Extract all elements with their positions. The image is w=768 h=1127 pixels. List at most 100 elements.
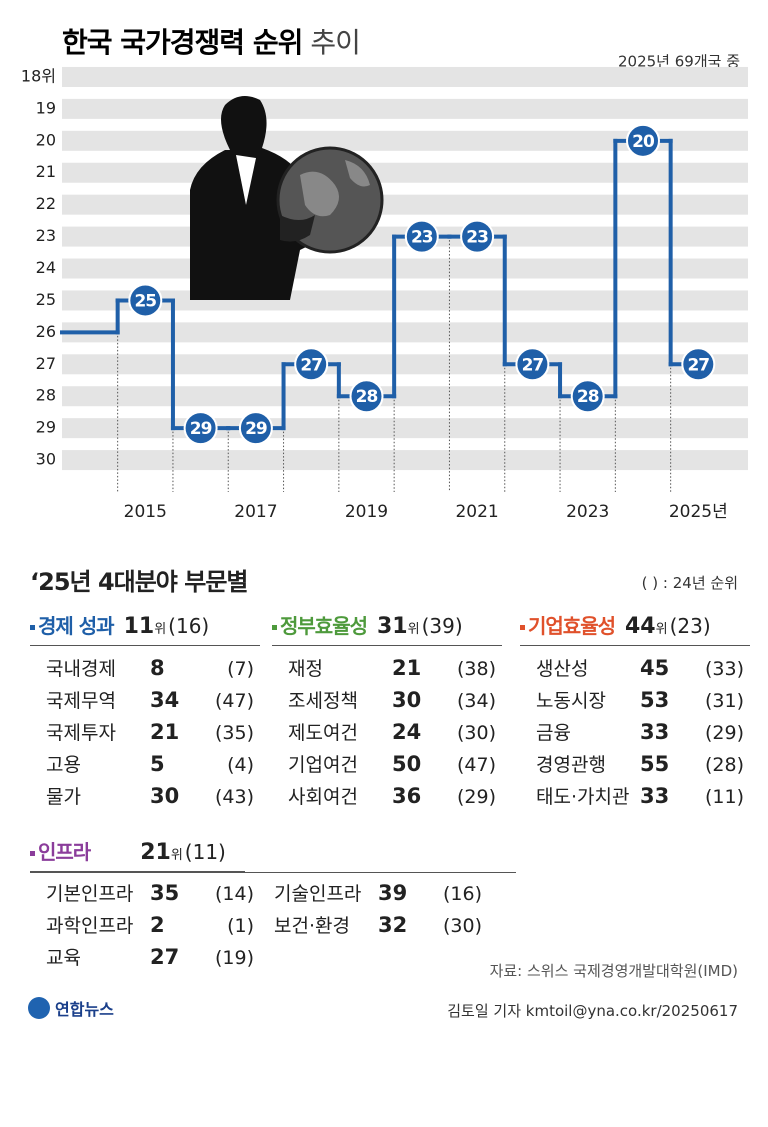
item-name: 태도·가치관 xyxy=(536,786,630,808)
item-rank: 39 xyxy=(378,881,408,905)
grid-band xyxy=(62,354,748,375)
item-list: 재정 21 (38) 조세정책 30 (34) 제도여건 24 (30) 기업여건 50 (47) 사회… xyxy=(272,652,502,812)
group: 경제 성과 11 위 (16) 국내경제 8 (7) 국제무역 34 (47) 국제투자 21 (35)… xyxy=(30,610,260,812)
item-prev: (1) xyxy=(227,915,254,937)
group-rank: 21 xyxy=(140,840,171,865)
item-rank: 21 xyxy=(150,720,180,744)
item-name: 사회여건 xyxy=(288,786,358,808)
item: 기업여건 50 (47) xyxy=(288,748,502,780)
title-main: 한국 국가경쟁력 순위 xyxy=(62,26,302,59)
source: 자료: 스위스 국제경영개발대학원(IMD) xyxy=(489,962,738,980)
item-rank: 55 xyxy=(640,752,670,776)
illustration xyxy=(190,96,384,300)
item-name: 국제무역 xyxy=(46,690,116,712)
item-list: 생산성 45 (33) 노동시장 53 (31) 금융 33 (29) 경영관행 55 (28) 태도·… xyxy=(520,652,750,812)
title-suffix: 추이 xyxy=(310,26,360,59)
point xyxy=(515,347,550,382)
item-prev: (7) xyxy=(227,658,254,680)
item-name: 기본인프라 xyxy=(46,883,134,905)
grid-band xyxy=(62,322,748,343)
item-prev: (14) xyxy=(214,883,254,905)
item-prev: (11) xyxy=(704,786,744,808)
item-name: 보건·환경 xyxy=(274,915,350,937)
y-tick-label: 30 xyxy=(36,450,56,469)
logo-text: 연합뉴스 xyxy=(55,1000,114,1019)
item-name: 금융 xyxy=(536,722,571,744)
grid-band xyxy=(62,66,748,87)
group-rank: 11 xyxy=(123,614,155,639)
y-tick-label: 22 xyxy=(36,194,56,213)
group-name: 인프라 xyxy=(30,836,91,865)
group-rank: 44 xyxy=(625,614,656,639)
item: 기본인프라 35 (14) xyxy=(46,877,274,909)
group-name: 정부효율성 xyxy=(272,610,368,639)
data-label: 27 xyxy=(300,355,322,375)
group-header: 인프라 21 위 (11) xyxy=(30,836,245,872)
item-list: 국내경제 8 (7) 국제무역 34 (47) 국제투자 21 (35) 고용 5 (4) 물가 30 (4… xyxy=(30,652,260,812)
item-prev: (43) xyxy=(214,786,254,808)
item-rank: 33 xyxy=(640,720,670,744)
item: 고용 5 (4) xyxy=(46,748,260,780)
data-label: 23 xyxy=(411,228,433,248)
y-tick-label: 26 xyxy=(36,322,56,341)
item: 조세정책 30 (34) xyxy=(288,684,502,716)
item-prev: (4) xyxy=(227,754,254,776)
point xyxy=(626,123,660,158)
item: 제도여건 24 (30) xyxy=(288,716,502,748)
data-label: 29 xyxy=(245,419,267,439)
item: 금융 33 (29) xyxy=(536,716,750,748)
item-rank: 24 xyxy=(392,720,422,744)
group-prev: (11) xyxy=(184,840,226,864)
item-prev: (47) xyxy=(456,754,496,776)
item-name: 교육 xyxy=(46,947,81,969)
item-name: 국내경제 xyxy=(46,658,116,680)
shirt xyxy=(236,155,256,205)
item: 태도·가치관 33 (11) xyxy=(536,780,750,812)
y-tick-label: 19 xyxy=(36,98,56,117)
item-rank: 53 xyxy=(640,688,670,712)
point xyxy=(681,347,716,382)
item-prev: (35) xyxy=(214,722,254,744)
item-name: 기업여건 xyxy=(288,754,358,776)
logo: 연합뉴스 xyxy=(28,996,114,1020)
group-unit: 위 xyxy=(170,848,183,863)
item-rank: 35 xyxy=(150,881,180,905)
data-label: 29 xyxy=(190,419,212,439)
x-tick-label: 2023 xyxy=(566,502,609,522)
grid-band xyxy=(62,450,748,471)
x-tick-label: 2015 xyxy=(124,502,167,522)
item: 국내경제 8 (7) xyxy=(46,652,260,684)
group-name: 경제 성과 xyxy=(30,610,115,639)
group: 정부효율성 31 위 (39) 재정 21 (38) 조세정책 30 (34) 제도여건 24 (30)… xyxy=(272,610,502,812)
item-rank: 45 xyxy=(640,656,670,680)
point xyxy=(570,379,605,414)
x-tick-label: 2021 xyxy=(455,502,498,522)
y-tick-label: 24 xyxy=(36,258,56,277)
y-tick-label: 20 xyxy=(36,130,56,149)
item-prev: (30) xyxy=(442,915,482,937)
item-prev: (34) xyxy=(456,690,496,712)
grid-band xyxy=(62,162,748,183)
item-prev: (28) xyxy=(704,754,744,776)
item-rank: 2 xyxy=(150,913,165,937)
group-prev: (23) xyxy=(669,614,711,638)
item: 경영관행 55 (28) xyxy=(536,748,750,780)
group-header: 기업효율성 44 위 (23) xyxy=(520,610,750,646)
group-prev: (16) xyxy=(168,614,210,638)
group-prev: (39) xyxy=(421,614,463,638)
item-rank: 8 xyxy=(150,656,165,680)
y-tick-label: 18위 xyxy=(21,66,56,85)
y-tick-label: 28 xyxy=(36,386,56,405)
group: 기업효율성 44 위 (23) 생산성 45 (33) 노동시장 53 (31) 금융 33 (29) 경… xyxy=(520,610,750,812)
item-prev: (19) xyxy=(214,947,254,969)
subtitle: 2025년 69개국 중 xyxy=(618,53,740,71)
item-prev: (38) xyxy=(456,658,496,680)
group: 인프라 21 위 (11) 기본인프라 35 (14) 과학인프라 2 (1) 교육 27 (19) 기술… xyxy=(30,836,516,973)
item-name: 국제투자 xyxy=(46,722,116,744)
data-label: 27 xyxy=(687,355,709,375)
grid-band xyxy=(62,194,748,215)
item-rank: 21 xyxy=(392,656,422,680)
item-prev: (16) xyxy=(442,883,482,905)
data-label: 28 xyxy=(356,387,378,407)
